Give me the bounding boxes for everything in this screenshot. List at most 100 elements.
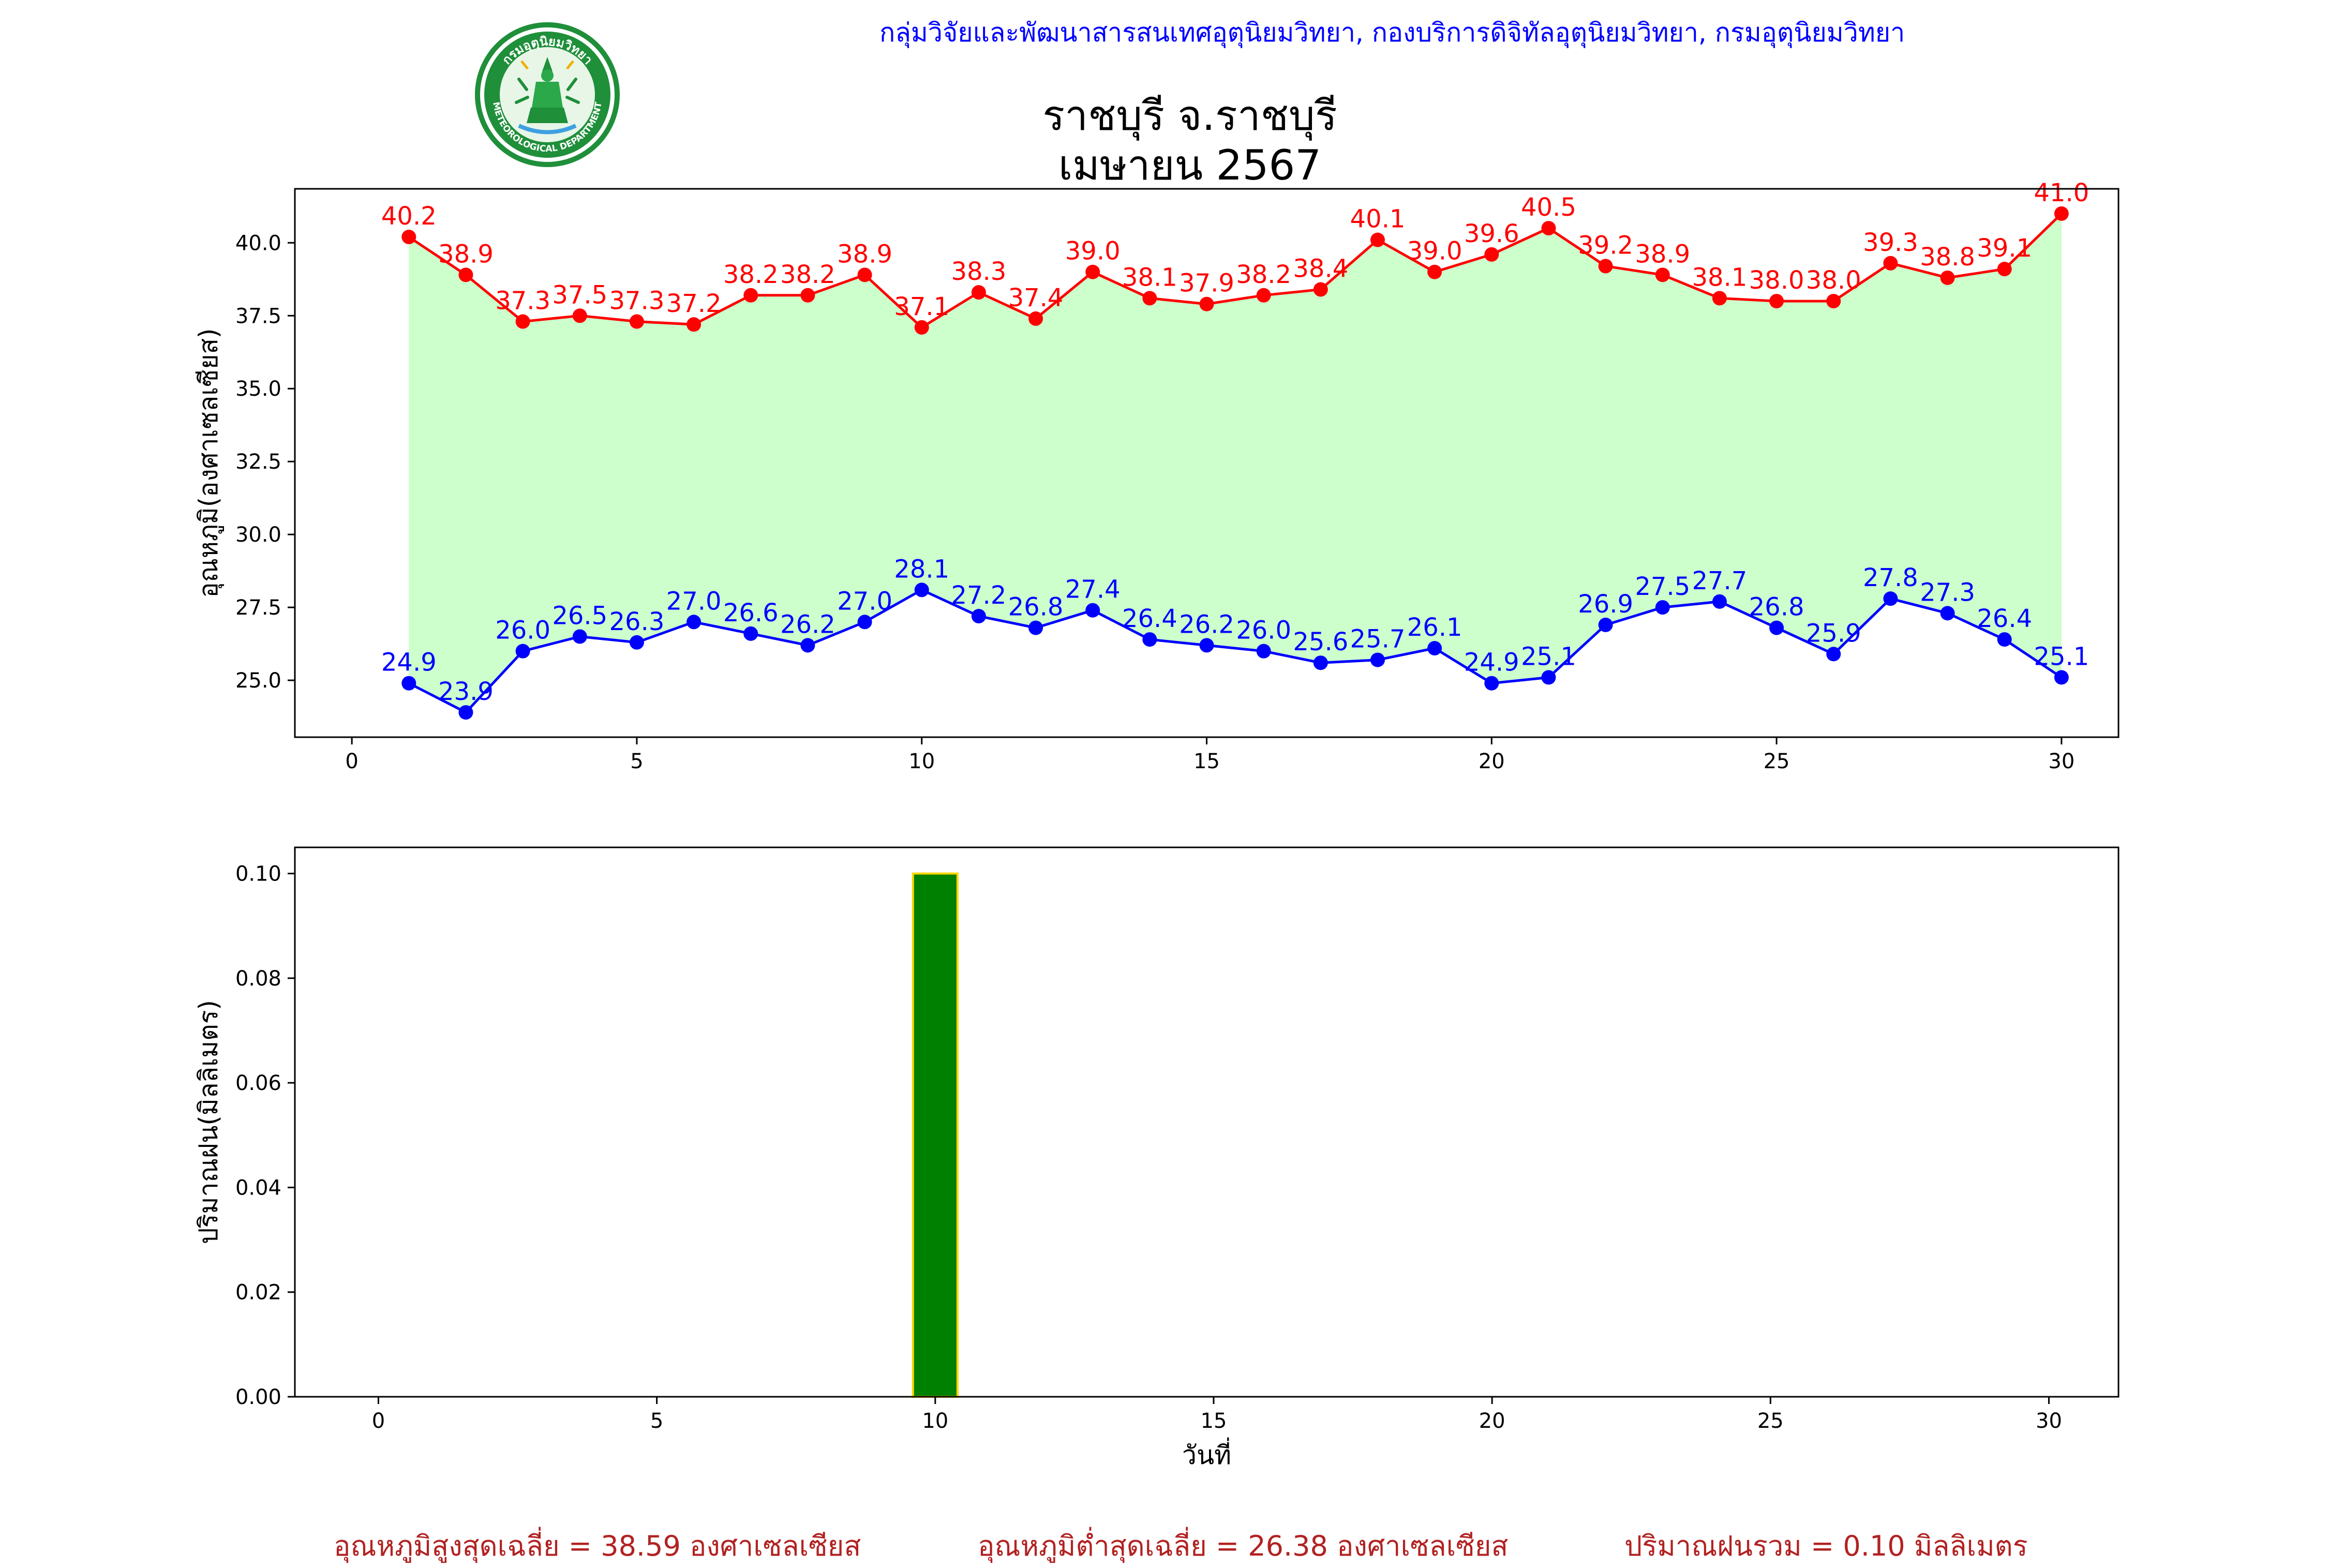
temperature-y-tick-label: 32.5 — [235, 450, 281, 474]
rainfall-y-tick-label: 0.04 — [235, 1176, 281, 1200]
min-temperature-label: 26.0 — [495, 616, 550, 645]
max-temperature-label: 38.2 — [1236, 260, 1291, 289]
max-temperature-label: 40.5 — [1521, 193, 1576, 222]
min-temperature-label: 25.1 — [1521, 642, 1576, 671]
temperature-y-tick-label: 37.5 — [235, 304, 281, 328]
max-temperature-point — [1883, 256, 1898, 271]
min-temperature-label: 26.2 — [780, 610, 835, 639]
max-temperature-point — [1370, 232, 1385, 247]
max-temperature-point — [914, 320, 929, 335]
min-temperature-point — [1826, 647, 1841, 662]
rainfall-x-tick-label: 5 — [650, 1409, 663, 1433]
min-temperature-point — [1370, 652, 1385, 667]
max-temperature-point — [1484, 247, 1499, 262]
max-temperature-point — [1427, 264, 1442, 279]
min-temperature-point — [1313, 655, 1328, 670]
min-temperature-label: 25.7 — [1350, 625, 1406, 654]
station-title: ราชบุรี จ.ราชบุรี — [1042, 92, 1337, 140]
avg-max-label: อุณหภูมิสูงสุดเฉลี่ย = — [334, 1530, 601, 1562]
temperature-x-tick-label: 15 — [1193, 750, 1220, 773]
temperature-x-tick-label: 10 — [908, 750, 935, 773]
avg-min-summary: อุณหภูมิต่ำสุดเฉลี่ย = 26.38 องศาเซลเซีย… — [978, 1524, 1508, 1568]
min-temperature-point — [1541, 670, 1556, 685]
avg-min-value: 26.38 — [1248, 1530, 1328, 1562]
temperature-y-tick-label: 35.0 — [235, 377, 281, 401]
max-temperature-point — [1940, 270, 1955, 285]
max-temperature-point — [2054, 206, 2069, 221]
min-temperature-label: 26.1 — [1407, 613, 1463, 642]
avg-max-value: 38.59 — [601, 1530, 681, 1562]
max-temperature-point — [743, 288, 758, 303]
min-temperature-point — [1712, 594, 1727, 609]
rainfall-y-tick-label: 0.08 — [235, 967, 281, 991]
max-temperature-label: 39.6 — [1464, 219, 1519, 248]
max-temperature-label: 38.2 — [780, 260, 835, 289]
min-temperature-point — [800, 638, 815, 653]
min-temperature-point — [1028, 620, 1043, 635]
min-temperature-label: 27.0 — [837, 587, 892, 616]
max-temperature-point — [687, 317, 702, 332]
min-temperature-point — [971, 609, 986, 624]
min-temperature-label: 28.1 — [894, 555, 949, 584]
max-temperature-point — [1655, 267, 1670, 282]
rain-total-label: ปริมาณฝนรวม = — [1624, 1530, 1843, 1562]
max-temperature-label: 40.1 — [1350, 205, 1406, 234]
min-temperature-label: 25.1 — [2034, 642, 2089, 671]
min-temperature-label: 26.2 — [1179, 610, 1234, 639]
max-temperature-point — [1997, 262, 2012, 277]
min-temperature-point — [1997, 632, 2012, 647]
temperature-y-tick-label: 40.0 — [235, 231, 281, 255]
min-temperature-label: 25.6 — [1293, 628, 1348, 656]
temperature-y-tick-label: 27.5 — [235, 596, 281, 620]
min-temperature-label: 24.9 — [381, 648, 437, 677]
max-temperature-label: 38.9 — [837, 240, 892, 268]
temperature-x-tick-label: 30 — [2048, 750, 2075, 773]
max-temperature-point — [1712, 291, 1727, 306]
max-temperature-label: 38.9 — [438, 240, 494, 268]
max-temperature-point — [1199, 296, 1214, 311]
rain-total-value: 0.10 — [1843, 1530, 1905, 1562]
max-temperature-label: 37.3 — [609, 287, 665, 316]
max-temperature-label: 39.2 — [1578, 231, 1633, 260]
min-temperature-label: 24.9 — [1464, 648, 1519, 677]
rainfall-chart: 0 5 10 15 20 25 30 0.00 0.02 0.04 0.06 0.08 0.10 ปริม… — [193, 846, 2120, 1470]
avg-max-summary: อุณหภูมิสูงสุดเฉลี่ย = 38.59 องศาเซลเซีย… — [334, 1524, 861, 1568]
min-temperature-label: 27.2 — [951, 581, 1006, 610]
max-temperature-label: 38.9 — [1635, 240, 1690, 268]
min-temperature-point — [401, 676, 416, 691]
min-temperature-point — [1598, 617, 1613, 632]
rain-total-unit: มิลลิเมตร — [1905, 1530, 2028, 1562]
rainfall-bar — [912, 872, 959, 1398]
max-temperature-label: 39.1 — [1977, 234, 2032, 263]
min-temperature-label: 26.3 — [609, 607, 665, 636]
min-temperature-label: 27.8 — [1863, 563, 1918, 592]
min-temperature-label: 26.9 — [1578, 590, 1633, 619]
min-temperature-point — [572, 629, 587, 644]
min-temperature-point — [1769, 620, 1784, 635]
max-temperature-line — [408, 213, 2063, 329]
max-temperature-label: 37.3 — [495, 287, 550, 316]
max-temperature-label: 37.9 — [1179, 269, 1234, 298]
rainfall-x-tick-label: 20 — [1479, 1409, 1505, 1433]
min-temperature-label: 26.8 — [1008, 593, 1064, 622]
min-temperature-point — [2054, 670, 2069, 685]
rainfall-y-tick-label: 0.00 — [235, 1385, 281, 1409]
min-temperature-label: 26.6 — [723, 599, 779, 628]
rainfall-y-tick-label: 0.10 — [235, 862, 281, 886]
temperature-y-tick-label: 30.0 — [235, 523, 281, 547]
max-temperature-label: 38.0 — [1749, 266, 1804, 295]
rainfall-x-tick-label: 25 — [1757, 1409, 1784, 1433]
min-temperature-label: 23.9 — [438, 677, 494, 706]
min-temperature-label: 27.7 — [1692, 566, 1747, 595]
min-temperature-label: 26.4 — [1122, 604, 1177, 633]
max-temperature-point — [857, 267, 872, 282]
max-temperature-label: 40.2 — [381, 202, 437, 231]
max-temperature-label: 41.0 — [2034, 178, 2089, 207]
max-temperature-label: 38.1 — [1692, 263, 1747, 292]
min-temperature-label: 25.9 — [1806, 619, 1861, 648]
max-temperature-label: 38.0 — [1806, 266, 1861, 295]
min-temperature-point — [1655, 600, 1670, 615]
min-temperature-label: 27.5 — [1635, 572, 1690, 601]
